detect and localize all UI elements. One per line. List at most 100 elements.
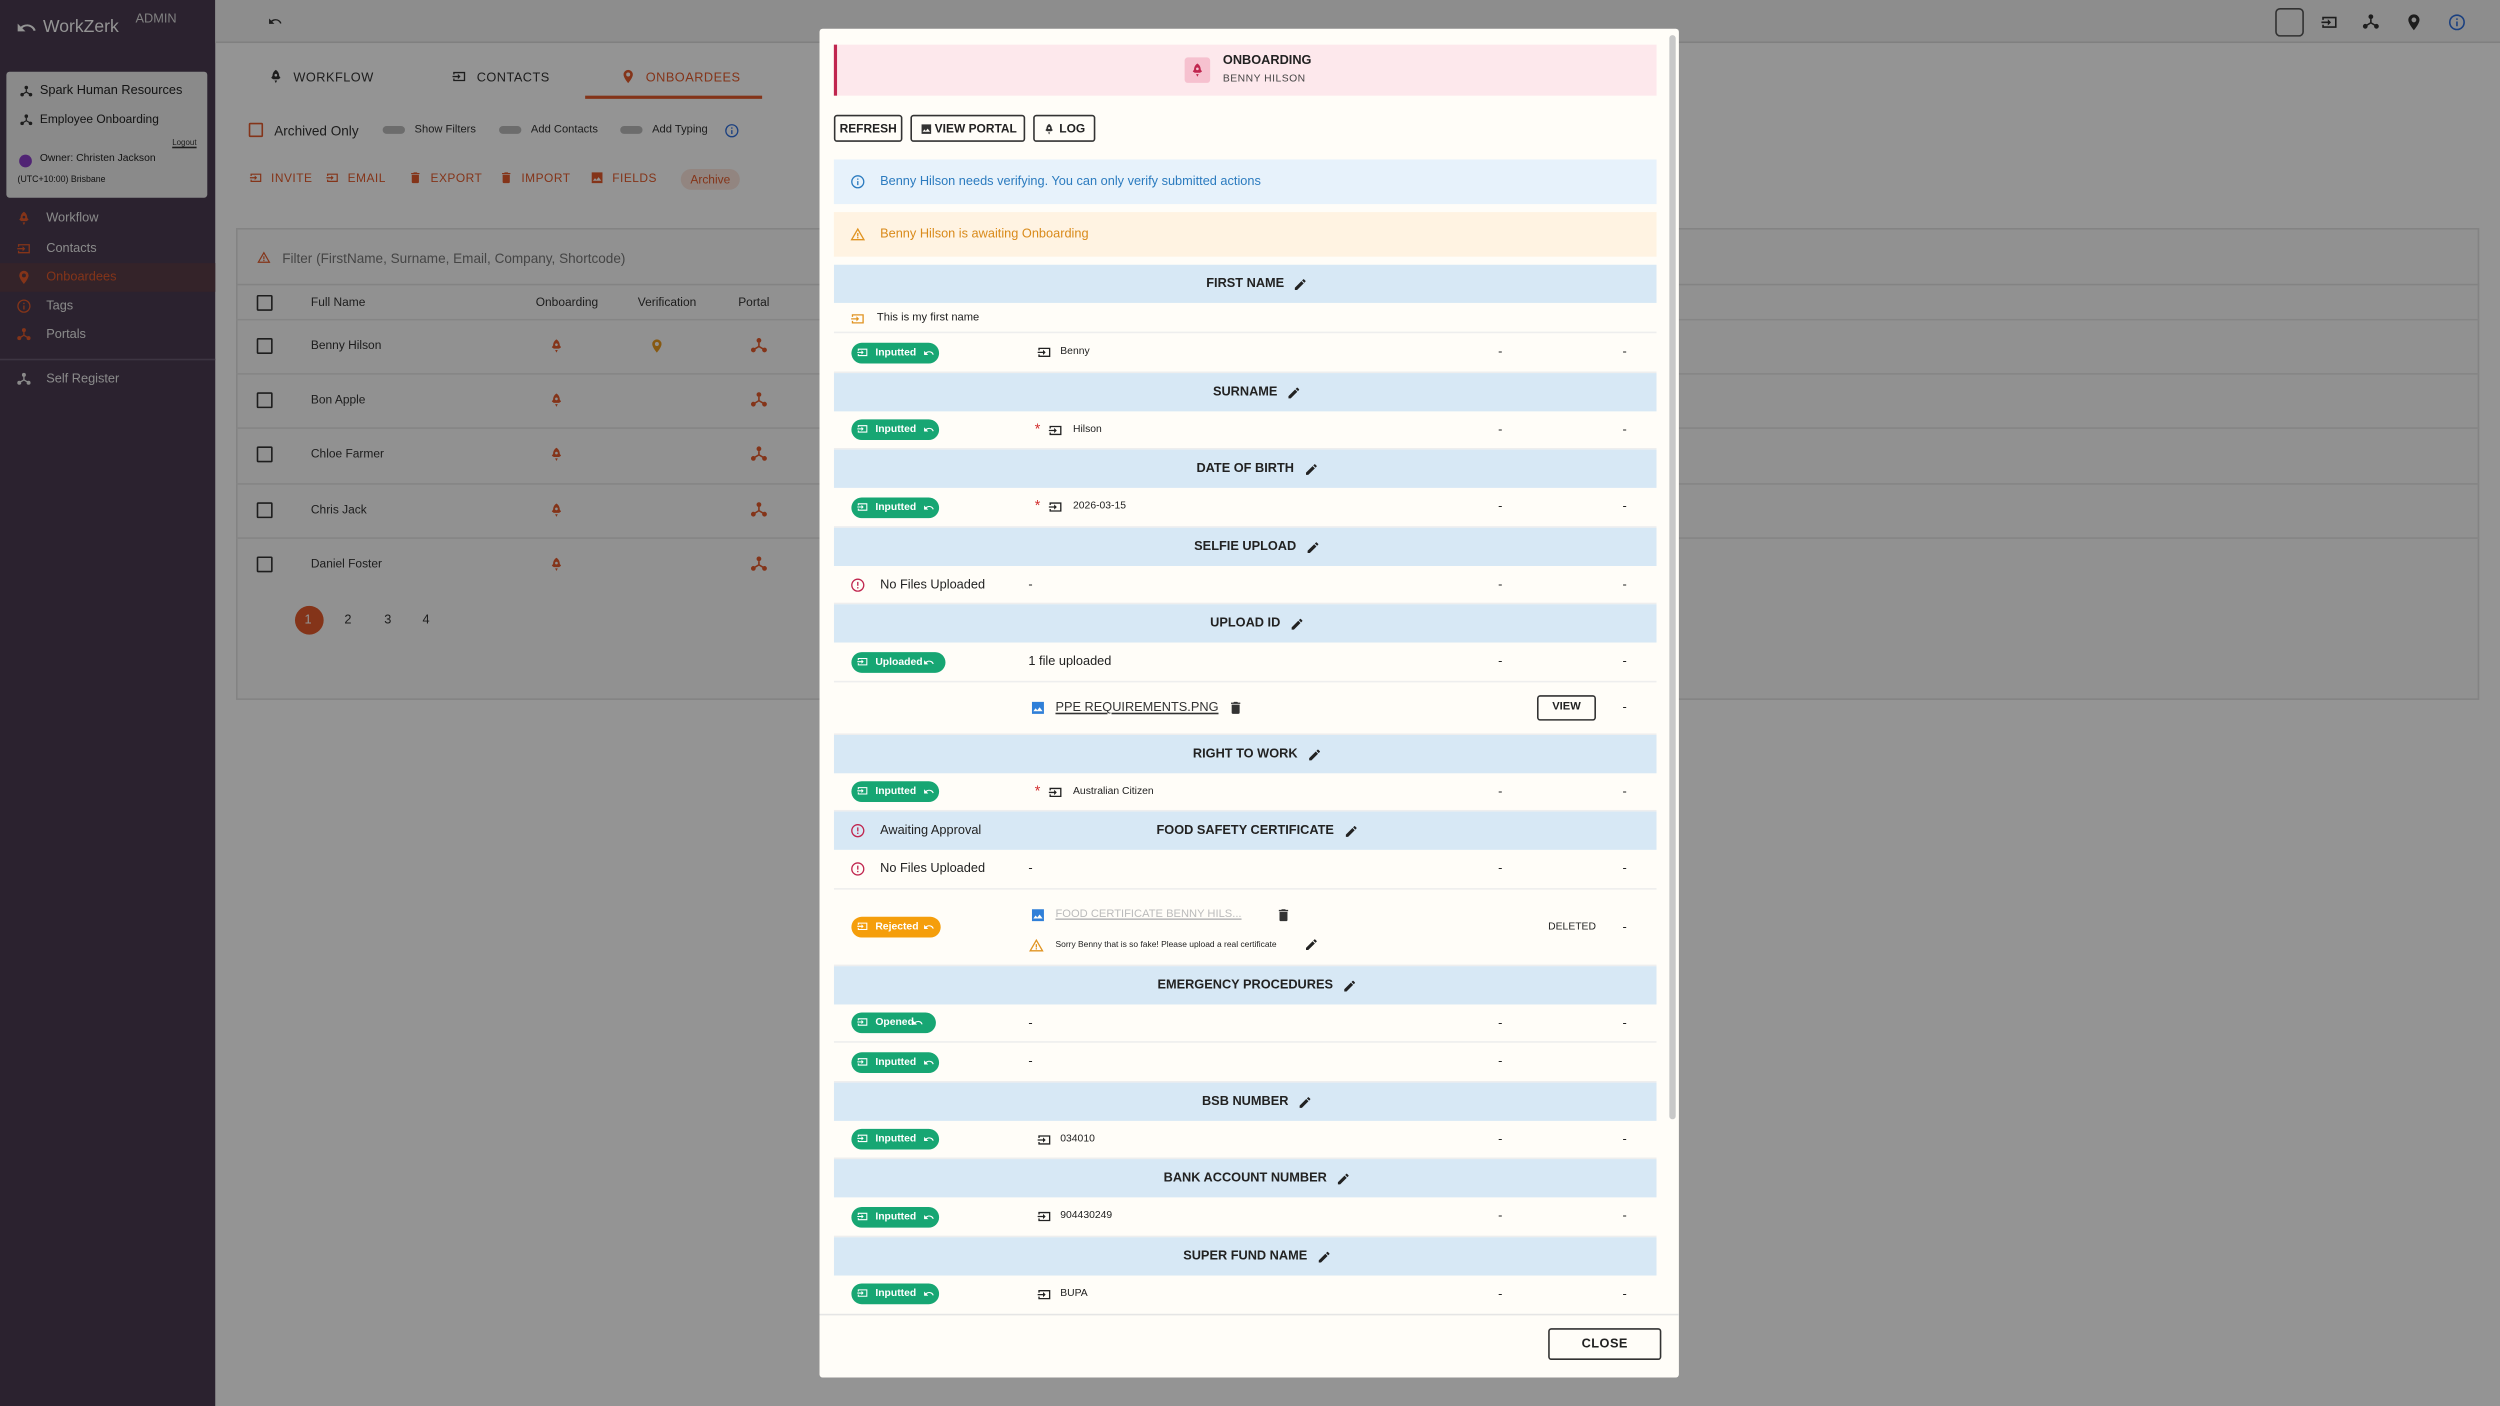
icon-shape (1318, 1250, 1330, 1262)
filter-input[interactable]: Filter (FirstName, Surname, Email, Compa… (282, 250, 626, 267)
icon-shape (1345, 826, 1357, 837)
modal-button[interactable]: LOG (1033, 114, 1096, 142)
field-row: Inputted 904430249 - - (833, 1197, 1657, 1237)
action[interactable]: IMPORT (521, 170, 571, 185)
toggle[interactable]: Add Contacts (530, 124, 598, 136)
page-active (294, 605, 324, 635)
modal-button[interactable]: REFRESH (833, 114, 903, 142)
icon-shape (1048, 502, 1062, 513)
column-4: - (1622, 784, 1627, 799)
icon-shape (750, 392, 767, 407)
field-row: No Files Uploaded - - - (833, 850, 1657, 889)
pin-icon (19, 270, 29, 285)
switch (499, 125, 522, 134)
icon-shape (20, 114, 33, 126)
page-number[interactable]: 4 (422, 612, 430, 627)
icon-shape (2448, 14, 2465, 31)
icon-shape (1048, 425, 1062, 435)
icon-shape (19, 211, 29, 226)
node-icon (17, 372, 31, 385)
nav-item[interactable]: Workflow (46, 210, 99, 225)
pin-icon (652, 339, 662, 353)
toggle[interactable]: Show Filters (414, 124, 476, 136)
warning-text: Benny Hilson is awaiting Onboarding (880, 226, 1089, 241)
warn-icon (257, 251, 271, 263)
full-name[interactable]: Chris Jack (310, 502, 367, 517)
input-icon (857, 787, 868, 795)
icon-shape (2321, 16, 2337, 28)
field-row: No Files Uploaded - - - (833, 565, 1657, 605)
pencil-icon (1345, 826, 1357, 837)
action[interactable]: EXPORT (430, 170, 483, 185)
field-value: Australian Citizen (1073, 785, 1154, 797)
icon-shape (17, 244, 30, 254)
archive-chip[interactable]: Archive (680, 169, 740, 190)
undo-icon (912, 1020, 922, 1026)
required-mark: * (1034, 782, 1041, 799)
required-mark: * (1034, 497, 1041, 514)
full-name[interactable]: Bon Apple (310, 392, 366, 407)
nav-divider (0, 358, 216, 361)
note: This is my first name (876, 312, 980, 324)
nav-item[interactable]: Portals (46, 326, 86, 342)
action[interactable]: FIELDS (612, 170, 657, 185)
column-3: - (1498, 344, 1503, 360)
section-title: FOOD SAFETY CERTIFICATE (834, 821, 1657, 840)
pencil-icon (1306, 938, 1317, 950)
icon-shape (923, 1214, 934, 1219)
nav-item[interactable]: Contacts (46, 240, 97, 256)
input-icon (857, 348, 868, 356)
action[interactable]: EMAIL (347, 170, 386, 185)
icon-shape (1029, 938, 1044, 951)
nav-item[interactable]: Tags (46, 298, 74, 313)
error-icon (851, 862, 865, 876)
full-name[interactable]: Daniel Foster (310, 556, 383, 571)
toggle[interactable]: Archived Only (274, 122, 359, 139)
column-3: - (1498, 861, 1503, 876)
input-icon (17, 244, 30, 254)
column-3: - (1498, 1131, 1503, 1146)
image-icon (1031, 701, 1044, 714)
page-number[interactable]: 2 (344, 612, 352, 627)
page-number[interactable]: 3 (384, 612, 392, 627)
action[interactable]: INVITE (271, 170, 313, 185)
rocket-icon (551, 393, 562, 407)
undo-icon (923, 924, 934, 929)
tab[interactable]: CONTACTS (476, 70, 550, 85)
rocket-icon (271, 69, 281, 84)
view-button[interactable]: VIEW (1536, 695, 1596, 721)
node-icon (750, 338, 767, 353)
nav-item[interactable]: Onboardees (46, 269, 117, 284)
icon-shape (923, 350, 934, 355)
tab[interactable]: ONBOARDEES (645, 70, 741, 85)
file-name[interactable]: FOOD CERTIFICATE BENNY HILS... (1055, 908, 1242, 920)
icon-shape (857, 787, 868, 795)
info-icon (2448, 14, 2465, 31)
field-row: Rejected FOOD CERTIFICATE BENNY HILS... So… (833, 889, 1657, 966)
logout[interactable]: Logout (172, 138, 197, 149)
file-name[interactable]: PPE REQUIREMENTS.PNG (1055, 699, 1219, 715)
icon-shape (452, 71, 466, 82)
modal-button[interactable]: VIEW PORTAL (910, 114, 1026, 142)
self-register[interactable]: Self Register (46, 371, 120, 386)
close-button[interactable]: CLOSE (1548, 1328, 1662, 1361)
full-name[interactable]: Benny Hilson (310, 338, 382, 353)
toggle[interactable]: Add Typing (652, 124, 708, 136)
role: ADMIN (135, 11, 177, 26)
input-icon (1048, 787, 1062, 797)
input-icon (249, 173, 262, 182)
icon-shape (551, 557, 562, 572)
icon-shape (249, 173, 262, 182)
icon-shape (1305, 464, 1317, 475)
rocket-icon (551, 503, 562, 517)
tab[interactable]: WORKFLOW (293, 70, 374, 85)
button-label: LOG (1059, 121, 1086, 136)
icon-shape (623, 69, 633, 84)
page-number[interactable]: 1 (304, 612, 312, 627)
input-icon (857, 1212, 868, 1220)
full-name[interactable]: Chloe Farmer (310, 446, 385, 461)
switch (620, 125, 643, 134)
section-header: BSB NUMBER (833, 1081, 1657, 1121)
icon-shape (1037, 348, 1051, 358)
undo-icon (923, 789, 934, 794)
